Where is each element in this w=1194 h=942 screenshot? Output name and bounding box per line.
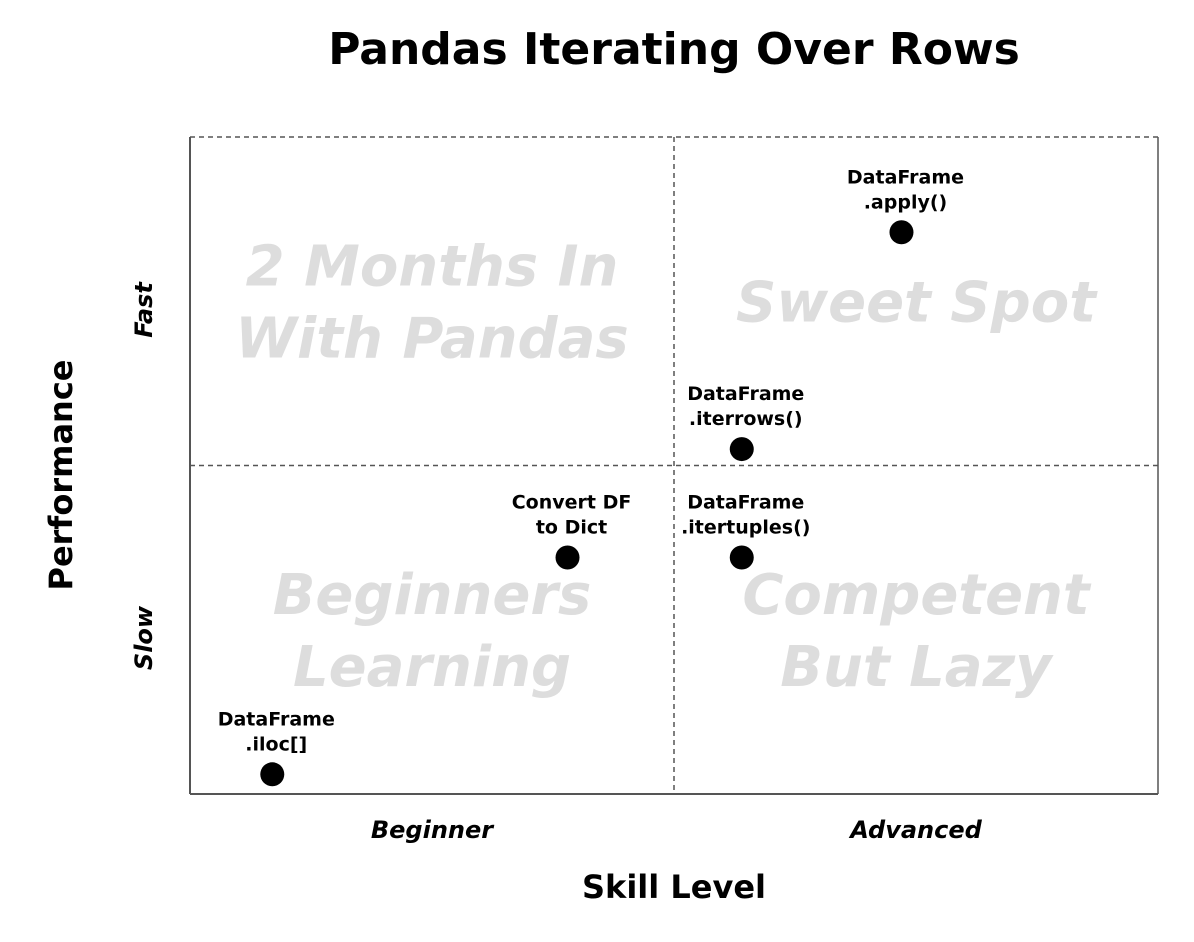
data-point-label-2-line-1: .itertuples() — [681, 516, 810, 538]
y-tick-label-fast: Fast — [130, 281, 158, 338]
y-axis-title: Performance — [42, 359, 80, 590]
quadrant-label-bottom-left-line-0: Beginners — [273, 563, 592, 628]
data-point-1 — [729, 437, 754, 462]
data-points: DataFrame .apply() DataFrame .iterrows() Dat… — [218, 166, 964, 787]
data-point-0 — [889, 220, 914, 245]
data-point-label-0-line-1: .apply() — [864, 191, 948, 213]
quadrant-labels: 2 Months In With Pandas Sweet Spot Beginner… — [235, 234, 1098, 700]
y-tick-label-slow: Slow — [130, 605, 158, 670]
plot-frame — [189, 136, 1159, 795]
data-point-2 — [729, 545, 754, 570]
data-point-label-3-line-1: to Dict — [536, 516, 607, 538]
quadrant-label-bottom-right-line-1: But Lazy — [780, 635, 1054, 700]
quadrant-label-top-left-line-0: 2 Months In — [246, 234, 619, 299]
x-tick-label-beginner: Beginner — [371, 816, 495, 844]
chart-title: Pandas Iterating Over Rows — [328, 24, 1020, 75]
data-point-label-1-line-1: .iterrows() — [689, 408, 803, 430]
quadrant-label-top-left-line-1: With Pandas — [235, 306, 628, 371]
data-point-label-4-line-1: .iloc[] — [245, 733, 307, 755]
data-point-label-0-line-0: DataFrame — [847, 166, 964, 188]
data-point-4 — [260, 762, 285, 787]
quadrant-label-bottom-left-line-1: Learning — [293, 635, 571, 700]
data-point-label-1-line-0: DataFrame — [687, 383, 804, 405]
quadrant-label-top-right-line-0: Sweet Spot — [736, 270, 1098, 335]
data-point-label-2-line-0: DataFrame — [687, 491, 804, 513]
data-point-label-3-line-0: Convert DF — [512, 491, 632, 513]
x-axis-title: Skill Level — [582, 868, 766, 906]
x-tick-label-advanced: Advanced — [848, 816, 982, 844]
data-point-3 — [555, 545, 580, 570]
quadrant-label-bottom-right-line-0: Competent — [742, 563, 1092, 628]
data-point-label-4-line-0: DataFrame — [218, 708, 335, 730]
